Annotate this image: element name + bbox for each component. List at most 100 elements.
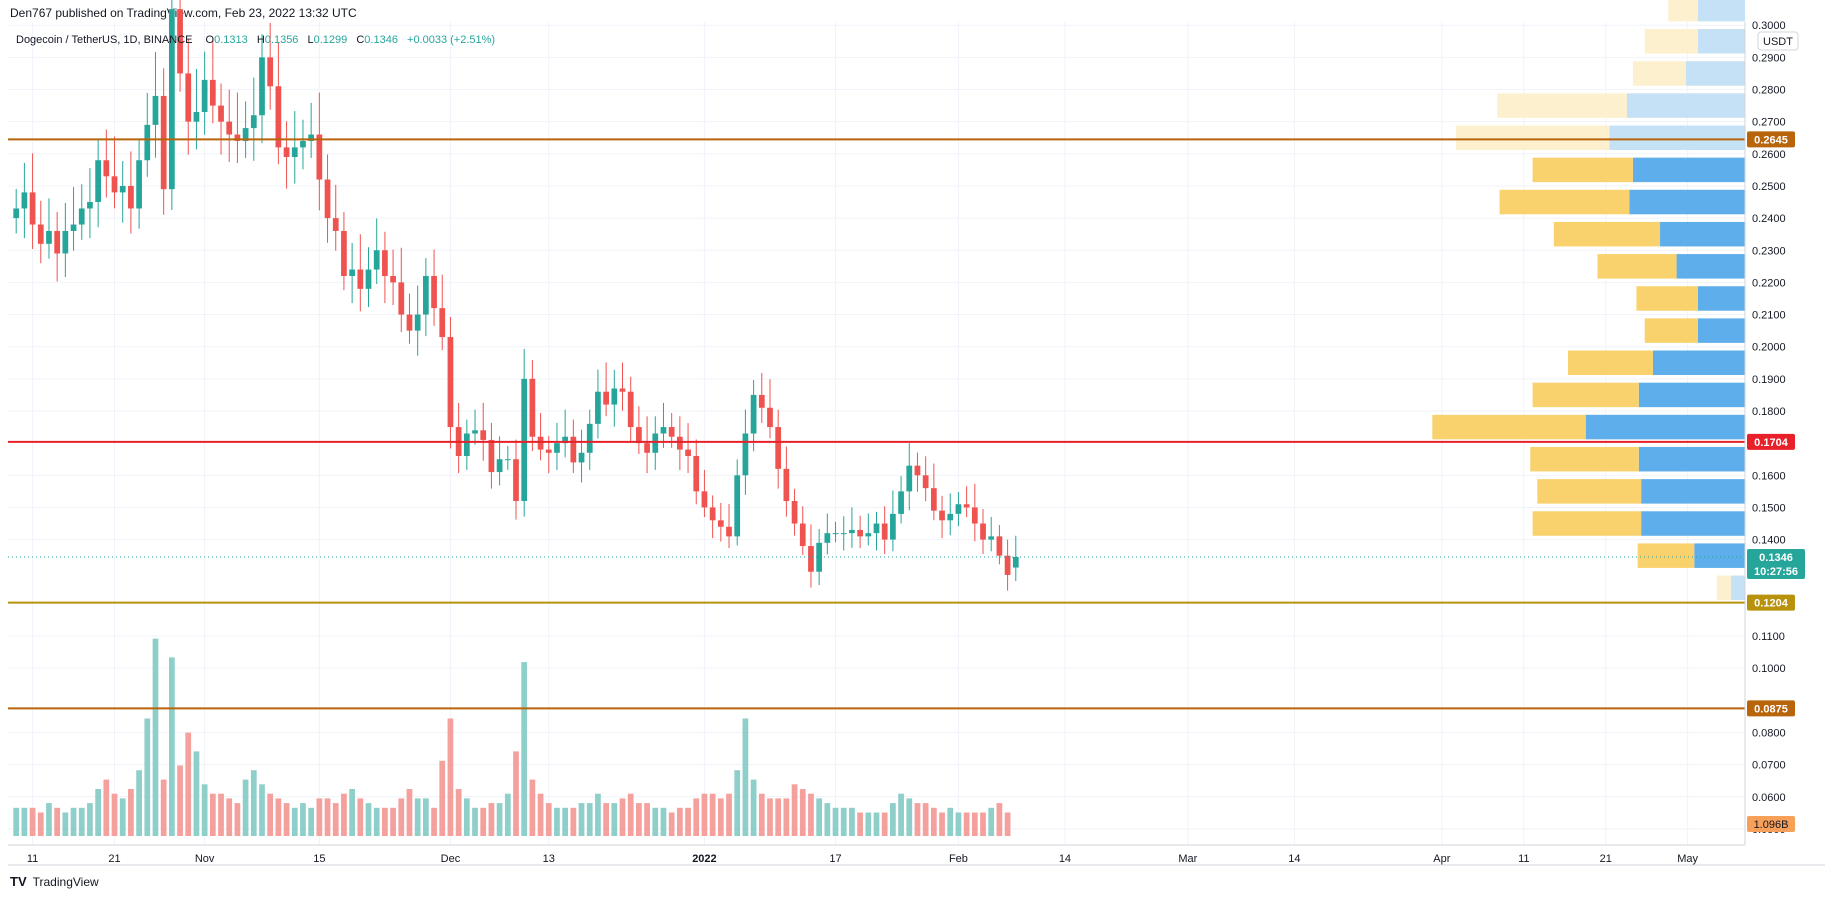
- candle-body: [529, 378, 536, 437]
- volume-bar: [422, 798, 429, 836]
- time-tick-label: 14: [1059, 853, 1071, 865]
- low-label: L: [307, 34, 314, 46]
- time-tick-label: 2022: [692, 853, 716, 865]
- candle-body: [218, 105, 224, 122]
- candle-body: [709, 507, 716, 521]
- candle-body: [660, 427, 667, 434]
- candle-body: [103, 160, 110, 177]
- low-value: 0.1299: [313, 34, 348, 46]
- price-tick-label: 0.2000: [1752, 342, 1786, 354]
- vp-up-bar: [1638, 382, 1745, 408]
- volume-bar: [308, 807, 315, 836]
- candle-body: [636, 427, 642, 444]
- volume-bar: [857, 812, 863, 836]
- vp-down-bar: [1636, 286, 1698, 311]
- candle-body: [939, 510, 945, 521]
- volume-bar: [963, 812, 970, 836]
- vp-down-bar: [1499, 189, 1630, 215]
- candle-body: [209, 79, 216, 106]
- volume-bar: [201, 784, 208, 836]
- vp-up-bar: [1686, 61, 1745, 86]
- vp-down-bar: [1597, 254, 1677, 279]
- time-tick-label: May: [1677, 853, 1698, 865]
- candle-body: [824, 533, 831, 543]
- vp-up-bar: [1660, 221, 1745, 247]
- time-tick-label: Feb: [949, 853, 968, 865]
- candle-body: [95, 160, 101, 203]
- candle-body: [840, 533, 847, 535]
- volume-bar: [496, 803, 503, 836]
- volume-bar: [152, 638, 159, 836]
- vp-up-bar: [1629, 189, 1745, 215]
- candle-body: [627, 391, 634, 428]
- candle-body: [414, 314, 421, 331]
- candle-body: [382, 250, 388, 276]
- volume-bar: [562, 807, 569, 836]
- candle-body: [300, 140, 306, 148]
- volume-bar: [767, 798, 773, 836]
- price-tick-label: 0.1000: [1752, 663, 1786, 675]
- candle-body: [160, 95, 167, 190]
- level-badge-label: 0.0875: [1754, 703, 1788, 715]
- volume-bar: [447, 718, 454, 836]
- candle-body: [267, 57, 274, 87]
- candle-body: [357, 269, 364, 289]
- candle-body: [881, 523, 888, 540]
- volume-bar: [275, 798, 282, 836]
- candle-body: [29, 192, 36, 225]
- candle-body: [365, 269, 372, 289]
- candle-body: [652, 433, 659, 453]
- volume-bar: [332, 803, 339, 836]
- candle-body: [578, 452, 585, 463]
- time-tick-label: 14: [1288, 853, 1300, 865]
- volume-bar: [627, 793, 634, 836]
- candle-body: [169, 9, 175, 190]
- volume-bar: [971, 812, 978, 836]
- candle-body: [717, 520, 724, 527]
- volume-bar: [783, 798, 790, 836]
- currency-button[interactable]: USDT: [1757, 31, 1799, 51]
- volume-bar: [988, 807, 995, 836]
- price-tick-label: 0.3000: [1752, 20, 1786, 32]
- candle-body: [857, 529, 863, 537]
- horizontal-levels: [8, 138, 1745, 710]
- candle-body: [21, 192, 28, 209]
- candle-body: [873, 523, 880, 534]
- candle-body: [898, 491, 904, 514]
- volume-bar: [250, 770, 257, 836]
- volume-bar: [128, 789, 134, 836]
- candles: [13, 0, 1019, 591]
- price-badges: 0.2645 0.1704 0.1204 0.0875 0.1346 10:27:56 1.…: [1747, 131, 1805, 832]
- candle-body: [332, 218, 339, 231]
- tradingview-footer[interactable]: TV TradingView: [10, 874, 99, 889]
- published-caption: Den767 published on TradingView.com, Feb…: [10, 6, 357, 20]
- volume-bar: [578, 803, 585, 836]
- vp-up-bar: [1585, 414, 1745, 440]
- candle-body: [701, 491, 708, 508]
- volume-bar: [873, 812, 880, 836]
- volume-badge-label: 1.096B: [1754, 819, 1789, 831]
- candle-body: [816, 542, 823, 572]
- level-badge: [1747, 131, 1795, 148]
- candle-body: [930, 488, 937, 511]
- volume-bar: [414, 798, 421, 836]
- candle-body: [799, 523, 806, 547]
- volume-bar: [570, 807, 577, 836]
- volume-bar: [357, 798, 364, 836]
- candle-body: [734, 475, 741, 537]
- level-badge: [1747, 700, 1795, 717]
- candle-body: [611, 388, 618, 405]
- volume-bar: [545, 803, 552, 836]
- volume-bar: [365, 803, 372, 836]
- volume-bar: [644, 803, 650, 836]
- high-value: 0.1356: [264, 34, 299, 46]
- volume-bar: [463, 798, 470, 836]
- candle-body: [439, 308, 446, 338]
- volume-bar: [169, 657, 175, 836]
- volume-bar: [70, 807, 77, 836]
- time-axis-labels: 11 21 Nov 15 Dec 13 2022 17 Feb 14 Mar 14 Apr 11 21 May: [27, 853, 1699, 865]
- volume-bar: [636, 803, 642, 836]
- volume-bar: [922, 803, 929, 836]
- candle-body: [177, 9, 183, 74]
